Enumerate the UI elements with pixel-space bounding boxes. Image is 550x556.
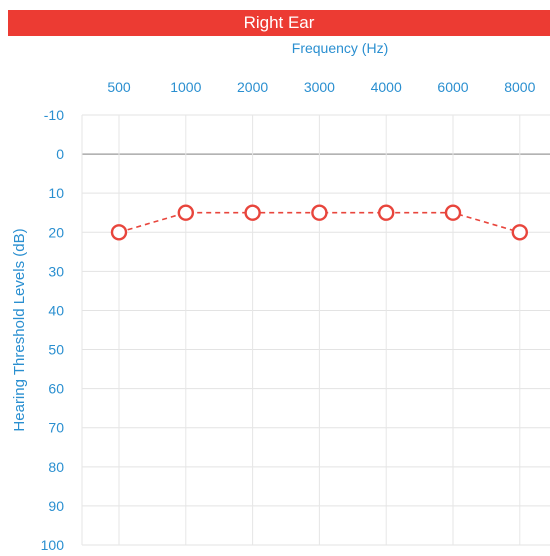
x-tick-1000: 1000 (170, 79, 201, 95)
x-tick-500: 500 (107, 79, 131, 95)
y-tick-80: 80 (48, 459, 64, 475)
y-tick-20: 20 (48, 224, 64, 240)
x-tick-2000: 2000 (237, 79, 268, 95)
x-tick-4000: 4000 (371, 79, 402, 95)
y-tick-100: 100 (41, 537, 65, 553)
grid-lines (81, 114, 550, 546)
y-tick-labels: -10 0 10 20 30 40 50 60 70 80 90 100 (41, 107, 65, 553)
x-tick-6000: 6000 (437, 79, 468, 95)
y-tick-30: 30 (48, 263, 64, 279)
data-point-3000 (311, 204, 328, 221)
y-tick-10: 10 (48, 185, 64, 201)
y-tick-60: 60 (48, 381, 64, 397)
series-right-ear (110, 204, 528, 241)
x-axis-title: Frequency (Hz) (291, 40, 389, 56)
x-tick-3000: 3000 (304, 79, 335, 95)
y-tick--10: -10 (44, 107, 64, 123)
y-tick-70: 70 (48, 420, 64, 436)
data-point-1000 (177, 204, 195, 221)
data-point-500 (110, 224, 128, 241)
y-tick-90: 90 (48, 498, 64, 514)
chart-title-banner: Right Ear (8, 10, 550, 36)
data-point-2000 (244, 204, 261, 221)
y-tick-50: 50 (48, 342, 64, 358)
y-axis-title: Hearing Threshold Levels (dB) (11, 228, 28, 431)
x-tick-8000: 8000 (504, 79, 535, 95)
data-point-8000 (511, 224, 528, 241)
y-tick-40: 40 (48, 302, 64, 318)
y-tick-0: 0 (56, 146, 64, 162)
x-tick-labels: 500 1000 2000 3000 4000 6000 8000 (107, 79, 535, 95)
data-point-4000 (378, 204, 395, 221)
data-point-6000 (444, 204, 462, 221)
